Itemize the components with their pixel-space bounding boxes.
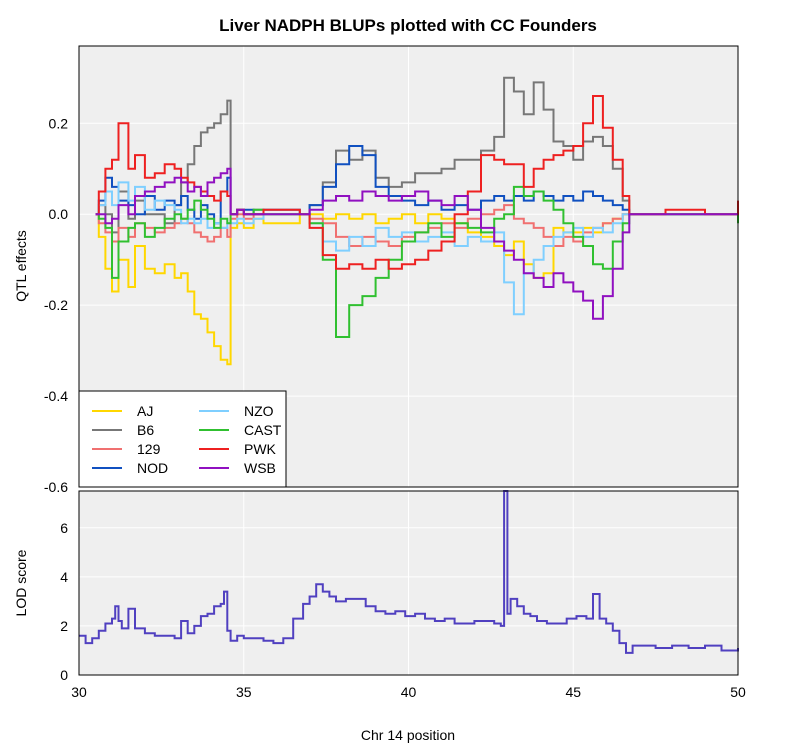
legend-label-b6: B6 (137, 422, 154, 438)
x-tick-label: 45 (565, 684, 581, 700)
x-tick-label: 35 (236, 684, 252, 700)
effects-y-tick-label: 0.2 (49, 115, 69, 131)
series-line-pwk (95, 95, 739, 270)
lod-y-tick-label: 2 (60, 618, 68, 634)
effects-series-lines (95, 76, 739, 366)
lod-panel: 6 4 2 0 30 35 40 45 50 LOD score Chr 14 positio… (13, 490, 746, 743)
effects-y-axis-label: QTL effects (13, 230, 29, 302)
effects-y-tick-label: -0.4 (44, 388, 68, 404)
lod-y-tick-label: 4 (60, 569, 68, 585)
effects-plot-border (78, 45, 739, 488)
x-tick-label: 40 (401, 684, 417, 700)
lod-y-axis-label: LOD score (13, 549, 29, 616)
lod-y-tick-label: 0 (60, 667, 68, 683)
legend-label-129: 129 (137, 441, 161, 457)
effects-y-tick-label: -0.2 (44, 297, 68, 313)
series-line-aj (95, 213, 738, 366)
legend-label-wsb: WSB (244, 460, 276, 476)
series-line-cast (95, 185, 739, 338)
series-line-wsb (95, 167, 738, 320)
series-line-b6 (95, 76, 738, 234)
x-axis-label: Chr 14 position (361, 727, 455, 743)
series-line-nzo (95, 181, 738, 316)
effects-panel: 0.2 0.0 -0.2 -0.4 -0.6 QTL effects AJ B6 129 NO… (13, 45, 739, 495)
lod-y-ticks: 6 4 2 0 (60, 520, 68, 683)
legend-label-aj: AJ (137, 403, 153, 419)
x-tick-label: 50 (730, 684, 746, 700)
legend-label-pwk: PWK (244, 441, 277, 457)
chart-title: Liver NADPH BLUPs plotted with CC Founde… (219, 16, 597, 35)
effects-y-tick-label: 0.0 (49, 206, 69, 222)
legend-label-nzo: NZO (244, 403, 274, 419)
effects-y-tick-label: -0.6 (44, 479, 68, 495)
lod-line (79, 490, 739, 654)
legend-box (78, 390, 287, 488)
lod-x-ticks: 30 35 40 45 50 (71, 684, 746, 700)
legend: AJ B6 129 NOD NZO CAST PWK WSB (78, 390, 287, 488)
legend-label-cast: CAST (244, 422, 282, 438)
lod-plot-border (78, 490, 739, 676)
legend-label-nod: NOD (137, 460, 168, 476)
legend-entries: AJ B6 129 NOD NZO CAST PWK WSB (92, 403, 282, 476)
effects-y-ticks: 0.2 0.0 -0.2 -0.4 -0.6 (44, 115, 68, 495)
lod-series-line (79, 490, 739, 654)
x-tick-label: 30 (71, 684, 87, 700)
lod-y-tick-label: 6 (60, 520, 68, 536)
